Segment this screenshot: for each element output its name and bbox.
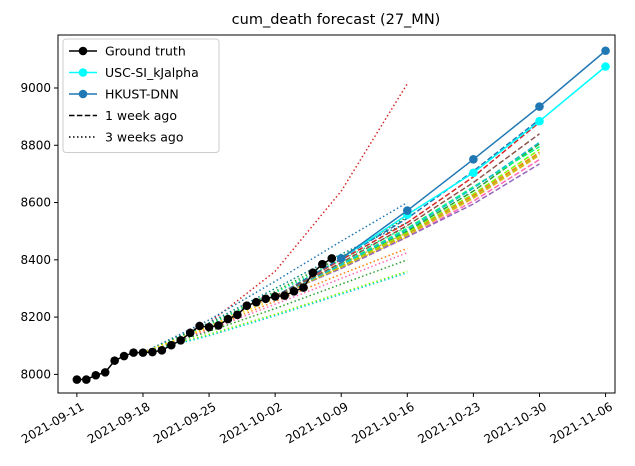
x-tick-label-2021-10-23: 2021-10-23	[415, 399, 482, 446]
chart-title: cum_death forecast (27_MN)	[232, 12, 441, 28]
forecast-3wk-line-7	[142, 251, 408, 354]
point-ground-truth-7	[138, 348, 148, 357]
legend: Ground truth USC-SI_kJalpha HKUST-DNN 1 wee…	[62, 38, 220, 153]
point-hkust-dnn-2	[469, 155, 478, 164]
legend-marker-usc-si-kjalpha	[78, 68, 88, 77]
point-ground-truth-23	[289, 287, 299, 296]
y-tick-label-8000: 8000	[20, 367, 51, 381]
x-axis: 2021-09-112021-09-182021-09-252021-10-02…	[19, 393, 615, 446]
legend-marker-ground-truth	[78, 46, 88, 56]
point-ground-truth-0	[72, 375, 82, 384]
x-tick-label-2021-10-09: 2021-10-09	[283, 399, 350, 446]
forecast-3wk-line-1	[142, 201, 408, 354]
point-usc-si-kjalpha-2	[469, 168, 478, 178]
point-ground-truth-6	[129, 348, 138, 357]
legend-label-1-week-ago: 1 week ago	[105, 108, 177, 123]
point-usc-si-kjalpha-3	[535, 116, 544, 126]
point-hkust-dnn-1	[403, 206, 412, 215]
point-ground-truth-16	[223, 314, 233, 324]
y-tick-label-8600: 8600	[20, 196, 51, 210]
point-ground-truth-26	[318, 259, 327, 269]
forecast-3wk-line-9	[142, 259, 408, 354]
point-ground-truth-10	[166, 340, 176, 350]
point-ground-truth-3	[100, 368, 110, 377]
point-hkust-dnn-0	[336, 254, 346, 263]
point-hkust-dnn-3	[535, 102, 544, 111]
legend-label-usc-si-kjalpha: USC-SI_kJalpha	[105, 65, 199, 80]
point-ground-truth-2	[91, 370, 101, 380]
x-tick-label-2021-09-18: 2021-09-18	[85, 399, 152, 446]
legend-label-3-weeks-ago: 3 weeks ago	[105, 130, 184, 145]
forecast-1wk-line-11	[274, 133, 540, 298]
y-tick-label-8800: 8800	[20, 138, 51, 152]
point-ground-truth-4	[110, 356, 119, 365]
x-tick-label-2021-10-30: 2021-10-30	[482, 399, 549, 446]
x-tick-label-2021-09-25: 2021-09-25	[151, 399, 218, 446]
point-ground-truth-13	[195, 321, 204, 331]
forecast-1wk-line-0	[274, 121, 540, 298]
forecast-3wk-line-6	[142, 247, 408, 354]
point-ground-truth-12	[185, 328, 195, 338]
x-tick-label-2021-09-11: 2021-09-11	[19, 399, 86, 446]
legend-marker-hkust-dnn	[78, 89, 88, 99]
y-axis: 8000 8200 8400 8600 8800 9000	[20, 81, 58, 381]
plot-area	[72, 46, 610, 384]
point-ground-truth-5	[119, 351, 129, 361]
x-tick-label-2021-11-06: 2021-11-06	[548, 399, 615, 446]
legend-frame	[62, 38, 220, 153]
point-ground-truth-19	[251, 297, 261, 307]
forecast-1wk-line-10	[274, 141, 540, 298]
x-tick-label-2021-10-02: 2021-10-02	[217, 399, 284, 446]
point-ground-truth-9	[157, 346, 167, 355]
point-ground-truth-21	[270, 292, 280, 301]
forecast-1wk-line-9	[274, 153, 540, 298]
point-ground-truth-1	[82, 375, 91, 384]
legend-label-hkust-dnn: HKUST-DNN	[105, 87, 179, 102]
series-line-ground-truth	[76, 257, 333, 381]
point-ground-truth-18	[242, 301, 252, 310]
point-ground-truth-24	[299, 283, 308, 292]
point-ground-truth-17	[233, 310, 242, 320]
point-hkust-dnn-4	[601, 46, 610, 56]
y-tick-label-8200: 8200	[20, 310, 51, 324]
y-tick-label-8400: 8400	[20, 253, 51, 267]
series-line-hkust-dnn	[340, 50, 607, 259]
point-ground-truth-11	[176, 336, 186, 345]
point-ground-truth-15	[214, 321, 223, 330]
point-ground-truth-27	[327, 254, 337, 263]
forecast-3wk-line-10	[142, 271, 408, 354]
legend-label-ground-truth: Ground truth	[105, 44, 186, 59]
y-tick-label-9000: 9000	[20, 81, 51, 95]
axes-frame	[57, 34, 616, 394]
point-ground-truth-25	[308, 268, 318, 278]
point-ground-truth-14	[204, 322, 214, 332]
point-usc-si-kjalpha-4	[601, 62, 610, 71]
point-ground-truth-8	[148, 347, 157, 357]
point-ground-truth-20	[261, 294, 270, 304]
point-ground-truth-22	[280, 291, 289, 300]
x-tick-label-2021-10-16: 2021-10-16	[349, 399, 416, 446]
